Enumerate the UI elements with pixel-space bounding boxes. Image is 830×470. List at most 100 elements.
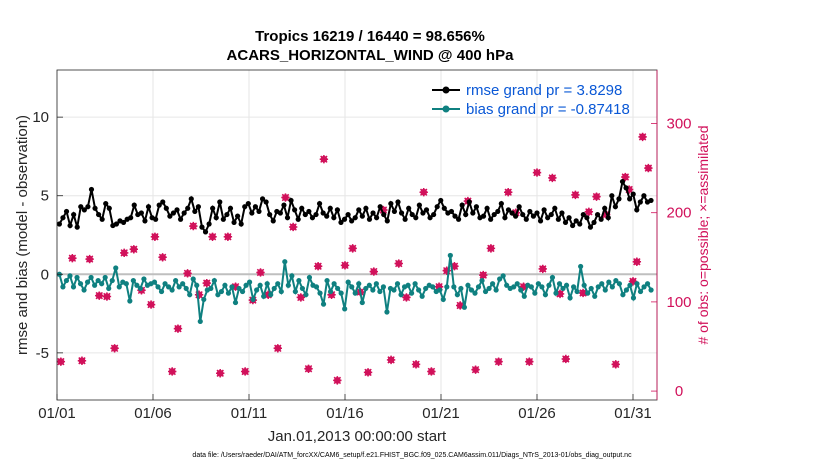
bias-point xyxy=(95,277,101,284)
rmse-point xyxy=(103,200,109,207)
rmse-point xyxy=(584,215,590,221)
rmse-point xyxy=(142,218,148,224)
rmse-point xyxy=(448,208,455,215)
bias-point xyxy=(602,287,608,293)
rmse-point xyxy=(349,218,355,224)
rmse-point xyxy=(441,205,447,211)
bias-point xyxy=(574,288,580,295)
obs-assimilated-point xyxy=(216,369,225,378)
rmse-point xyxy=(192,208,198,215)
bias-point xyxy=(405,282,411,288)
rmse-point xyxy=(648,197,654,204)
obs-assimilated-point xyxy=(319,154,329,164)
x-tick-label: 01/06 xyxy=(134,405,172,422)
rmse-point xyxy=(88,186,95,193)
bias-point xyxy=(232,299,239,306)
rmse-point xyxy=(459,202,465,208)
bias-point xyxy=(158,288,165,295)
obs-assimilated-point xyxy=(638,132,647,142)
obs-assimilated-point xyxy=(434,282,444,291)
bias-point xyxy=(528,284,534,290)
rmse-point xyxy=(238,221,244,227)
obs-assimilated-point xyxy=(578,288,588,298)
bias-point xyxy=(306,274,313,281)
rmse-point xyxy=(338,219,344,226)
y-axis-label: rmse and bias (model - observation) xyxy=(14,115,31,355)
obs-assimilated-point xyxy=(450,262,459,271)
rmse-point xyxy=(548,211,554,218)
bias-point xyxy=(176,284,182,290)
bias-point xyxy=(370,287,376,293)
obs-assimilated-point xyxy=(561,354,570,364)
bias-point xyxy=(398,292,404,298)
bias-point xyxy=(352,290,358,296)
chart-subtitle: ACARS_HORIZONTAL_WIND @ 400 hPa xyxy=(227,47,515,64)
rmse-point xyxy=(281,202,287,208)
obs-assimilated-point xyxy=(571,190,580,200)
rmse-point xyxy=(256,208,262,215)
bias-point xyxy=(313,284,320,290)
obs-assimilated-point xyxy=(231,282,240,291)
rmse-point xyxy=(530,213,537,219)
rmse-point xyxy=(573,218,579,224)
rmse-point xyxy=(202,229,209,235)
rmse-point xyxy=(302,211,308,218)
obs-assimilated-point xyxy=(394,259,403,268)
bias-point xyxy=(324,277,330,284)
bias-point xyxy=(560,285,566,292)
bias-point xyxy=(190,276,196,282)
y-axis-right: 0 100 200 300 xyxy=(651,116,692,400)
obs-assimilated-point xyxy=(379,205,388,215)
bias-point xyxy=(335,285,341,292)
bias-point xyxy=(468,287,475,293)
bias-point xyxy=(261,293,267,299)
bias-point xyxy=(92,282,98,288)
rmse-point xyxy=(384,218,390,224)
rmse-point xyxy=(288,197,294,204)
rmse-point xyxy=(398,210,405,216)
rmse-point xyxy=(605,215,611,221)
rmse-point xyxy=(520,211,526,218)
rmse-point xyxy=(509,210,515,216)
bias-point xyxy=(63,277,70,284)
bias-point xyxy=(489,281,496,287)
bias-point xyxy=(99,281,105,287)
bias-point xyxy=(454,292,460,298)
rmse-point xyxy=(352,215,358,221)
bias-point xyxy=(644,281,651,287)
bias-point xyxy=(320,301,327,307)
bias-point xyxy=(173,277,179,284)
obs-assimilated-point xyxy=(77,356,87,365)
bias-point xyxy=(606,279,612,285)
rmse-point xyxy=(284,215,291,221)
obs-assimilated-point xyxy=(411,360,421,369)
bias-point xyxy=(254,287,260,293)
obs-assimilated-point xyxy=(504,187,513,197)
bias-point xyxy=(444,284,450,290)
rmse-point xyxy=(313,211,319,218)
obs-assimilated-point xyxy=(256,268,265,277)
obs-assimilated-point xyxy=(340,261,350,270)
y-tick-label: 5 xyxy=(41,188,49,205)
y-right-tick-label: 100 xyxy=(666,294,691,311)
bias-point xyxy=(187,292,193,298)
chart-title: Tropics 16219 / 16440 = 98.656% xyxy=(255,28,485,45)
bias-point xyxy=(620,292,626,298)
rmse-point xyxy=(156,202,162,208)
bias-point xyxy=(137,285,144,292)
rmse-point xyxy=(120,219,127,226)
obs-assimilated-point xyxy=(208,232,217,241)
obs-assimilated-point xyxy=(644,163,653,173)
bias-point xyxy=(77,281,84,287)
bias-point xyxy=(271,285,277,292)
rmse-point xyxy=(623,185,629,191)
rmse-point xyxy=(591,219,597,226)
rmse-point xyxy=(106,205,112,211)
bias-point xyxy=(458,285,464,292)
bias-point xyxy=(570,284,577,290)
obs-assimilated-point xyxy=(189,221,198,231)
obs-assimilated-point xyxy=(129,245,138,254)
rmse-point xyxy=(580,211,586,218)
rmse-point xyxy=(587,224,594,230)
obs-assimilated-point xyxy=(486,244,496,253)
